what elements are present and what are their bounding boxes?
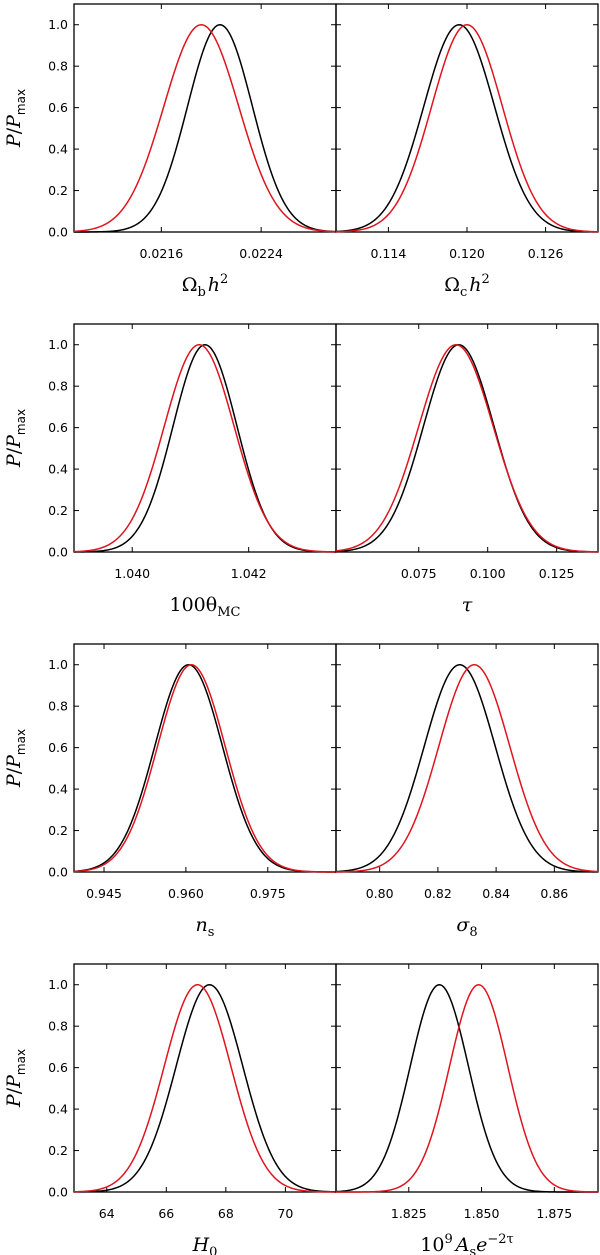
x-tick-label: 0.975: [250, 886, 286, 901]
x-tick-label: 1.040: [114, 566, 150, 581]
series-line-red: [336, 983, 599, 1193]
x-tick-label: 64: [99, 1206, 115, 1221]
y-tick-label: 0.6: [48, 420, 68, 435]
axes-frame: [335, 643, 599, 873]
y-tick-label: 1.0: [48, 977, 68, 992]
axes-frame: [73, 3, 337, 233]
y-axis-label: P/Pmax: [3, 1049, 28, 1108]
axes-frame: [335, 323, 599, 553]
x-tick-label: 1.825: [391, 1206, 427, 1221]
y-tick-label: 0.2: [48, 183, 68, 198]
x-tick-label: 1.850: [464, 1206, 500, 1221]
series-line-black: [335, 664, 599, 873]
x-axis-label: 109 Ase−2τ: [420, 1232, 513, 1255]
series-line-red: [73, 664, 337, 873]
x-axis-label: 100θMC: [170, 594, 241, 620]
x-tick-label: 0.86: [540, 886, 568, 901]
axes-frame: [73, 323, 337, 553]
y-tick-label: 0.2: [48, 503, 68, 518]
series-line-red: [335, 664, 599, 873]
series-line-black: [335, 23, 599, 233]
x-axis-label: ns: [196, 914, 215, 940]
x-tick-label: 1.875: [536, 1206, 572, 1221]
panel-7: 1.825 1.850 1.875 109 Ase−2τ: [335, 963, 599, 1255]
series-line-black: [73, 984, 337, 1193]
x-tick-label: 70: [277, 1206, 293, 1221]
x-axis-label: σ8: [456, 914, 477, 940]
axes-frame: [73, 643, 337, 873]
x-axis-label: τ: [462, 594, 473, 616]
series-line-red: [73, 23, 337, 233]
x-tick-label: 0.0216: [139, 246, 183, 261]
x-tick-label: 68: [218, 1206, 234, 1221]
series-line-black: [335, 983, 598, 1193]
y-tick-label: 0.6: [48, 100, 68, 115]
y-tick-label: 0.2: [48, 823, 68, 838]
y-tick-label: 0.8: [48, 1019, 68, 1034]
panel-6: 0.0 0.2 0.4 0.6 0.8 1.0 64 66 68 70 H0 P/Pmax: [3, 963, 337, 1255]
y-tick-label: 0.0: [48, 1185, 68, 1200]
y-tick-label: 0.4: [48, 142, 68, 157]
series-line-black: [73, 663, 336, 873]
y-tick-label: 1.0: [48, 17, 68, 32]
x-tick-label: 0.84: [482, 886, 510, 901]
x-tick-label: 66: [158, 1206, 174, 1221]
x-tick-label: 0.114: [371, 246, 407, 261]
y-tick-label: 0.8: [48, 699, 68, 714]
y-axis-label: P/Pmax: [3, 89, 28, 148]
y-tick-label: 0.0: [48, 545, 68, 560]
panel-5: 0.80 0.82 0.84 0.86 σ8: [335, 643, 599, 940]
y-tick-label: 1.0: [48, 657, 68, 672]
series-line-red: [73, 344, 337, 553]
x-tick-label: 0.120: [449, 246, 485, 261]
series-line-red: [73, 984, 337, 1193]
axes-frame: [335, 3, 599, 233]
series-line-black: [73, 343, 337, 553]
series-line-red: [335, 23, 599, 233]
series-line-black: [74, 23, 337, 233]
x-tick-label: 0.945: [86, 886, 122, 901]
y-tick-label: 0.6: [48, 1060, 68, 1075]
x-axis-label: Ωb h2: [182, 272, 229, 300]
y-axis-label: P/Pmax: [3, 729, 28, 788]
x-tick-label: 0.82: [424, 886, 452, 901]
series-line-black: [335, 343, 599, 553]
y-tick-label: 0.8: [48, 59, 68, 74]
x-tick-label: 1.042: [231, 566, 267, 581]
panel-3: 0.075 0.100 0.125 τ: [335, 323, 599, 616]
axes-frame: [335, 963, 599, 1193]
x-axis-label: H0: [192, 1234, 218, 1255]
y-tick-label: 0.0: [48, 225, 68, 240]
panel-1: 0.114 0.120 0.126 Ωc h2: [335, 3, 599, 300]
x-tick-label: 0.960: [168, 886, 204, 901]
y-tick-label: 0.4: [48, 1102, 68, 1117]
panel-0: 0.0 0.2 0.4 0.6 0.8 1.0 0.0216 0.0224 Ωb h2 P/Pmax: [3, 3, 337, 300]
y-tick-label: 0.2: [48, 1143, 68, 1158]
x-tick-label: 0.125: [539, 566, 575, 581]
x-tick-label: 0.126: [528, 246, 564, 261]
panel-2: 0.0 0.2 0.4 0.6 0.8 1.0 1.040 1.042 100θMC P/Pmax: [3, 323, 337, 620]
y-axis-label: P/Pmax: [3, 409, 28, 468]
y-tick-label: 0.0: [48, 865, 68, 880]
x-tick-label: 0.80: [366, 886, 394, 901]
y-tick-label: 0.6: [48, 740, 68, 755]
series-line-red: [335, 343, 599, 553]
y-tick-label: 1.0: [48, 337, 68, 352]
x-axis-label: Ωc h2: [444, 272, 490, 300]
y-tick-label: 0.4: [48, 782, 68, 797]
x-tick-label: 0.075: [401, 566, 437, 581]
x-tick-label: 0.100: [470, 566, 506, 581]
y-tick-label: 0.8: [48, 379, 68, 394]
y-tick-label: 0.4: [48, 462, 68, 477]
panel-4: 0.0 0.2 0.4 0.6 0.8 1.0 0.945 0.960 0.975 ns P/Pma…: [3, 643, 337, 940]
x-tick-label: 0.0224: [239, 246, 283, 261]
axes-frame: [73, 963, 337, 1193]
